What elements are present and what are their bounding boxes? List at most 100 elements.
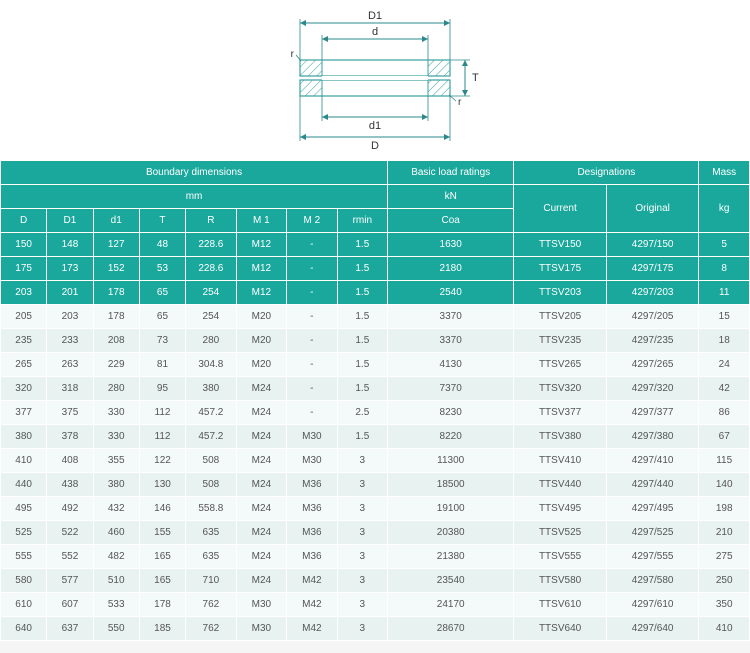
cell-D1: 318 [47,377,93,401]
cell-rmin: 1.5 [337,425,387,449]
cell-kg: 24 [699,353,750,377]
cell-orig: 4297/410 [606,449,699,473]
cell-R: 457.2 [186,425,236,449]
cell-orig: 4297/265 [606,353,699,377]
cell-kg: 250 [699,569,750,593]
cell-M1: M24 [236,521,286,545]
cell-d1: 330 [93,401,139,425]
cell-M1: M24 [236,569,286,593]
cell-D1: 233 [47,329,93,353]
bearing-spec-table: Boundary dimensions Basic load ratings D… [0,160,750,641]
cell-kg: 8 [699,257,750,281]
cell-M1: M24 [236,425,286,449]
cell-rmin: 3 [337,473,387,497]
cell-rmin: 3 [337,521,387,545]
cell-rmin: 1.5 [337,329,387,353]
cell-d1: 178 [93,281,139,305]
cell-cur: TTSV410 [514,449,607,473]
cell-rmin: 3 [337,593,387,617]
cell-coa: 4130 [388,353,514,377]
unit-kg: kg [699,185,750,233]
cell-T: 65 [139,305,185,329]
cell-R: 228.6 [186,233,236,257]
table-row: 410408355122508M24M30311300TTSV4104297/4… [1,449,750,473]
cell-d1: 355 [93,449,139,473]
cell-D: 205 [1,305,47,329]
cell-orig: 4297/320 [606,377,699,401]
dim-label-T: T [472,72,479,84]
cell-T: 185 [139,617,185,641]
cell-cur: TTSV555 [514,545,607,569]
cell-d1: 432 [93,497,139,521]
cell-R: 508 [186,449,236,473]
unit-mm: mm [1,185,388,209]
cell-rmin: 3 [337,545,387,569]
cell-R: 635 [186,521,236,545]
cell-rmin: 3 [337,449,387,473]
cell-M1: M12 [236,233,286,257]
cell-coa: 8230 [388,401,514,425]
cell-D: 525 [1,521,47,545]
cell-cur: TTSV235 [514,329,607,353]
table-row: 440438380130508M24M36318500TTSV4404297/4… [1,473,750,497]
cell-d1: 460 [93,521,139,545]
cell-M1: M30 [236,593,286,617]
cell-M1: M24 [236,401,286,425]
table-row: 20520317865254M20-1.53370TTSV2054297/205… [1,305,750,329]
header-original: Original [606,185,699,233]
cell-R: 762 [186,593,236,617]
cell-T: 112 [139,401,185,425]
cell-rmin: 1.5 [337,233,387,257]
cell-d1: 178 [93,305,139,329]
col-T: T [139,209,185,233]
cell-coa: 23540 [388,569,514,593]
cell-M2: - [287,233,337,257]
cell-cur: TTSV495 [514,497,607,521]
cell-orig: 4297/377 [606,401,699,425]
cell-d1: 127 [93,233,139,257]
cell-orig: 4297/150 [606,233,699,257]
cell-rmin: 3 [337,497,387,521]
cell-D1: 263 [47,353,93,377]
cell-coa: 1630 [388,233,514,257]
cell-M2: M36 [287,497,337,521]
header-mass: Mass [699,161,750,185]
cell-d1: 229 [93,353,139,377]
cell-M1: M12 [236,281,286,305]
cell-M2: M42 [287,569,337,593]
cell-M1: M20 [236,305,286,329]
cell-D: 150 [1,233,47,257]
cell-D: 495 [1,497,47,521]
cell-kg: 275 [699,545,750,569]
cell-R: 254 [186,281,236,305]
cell-T: 112 [139,425,185,449]
cell-D: 640 [1,617,47,641]
cell-rmin: 1.5 [337,305,387,329]
cell-rmin: 1.5 [337,257,387,281]
table-row: 555552482165635M24M36321380TTSV5554297/5… [1,545,750,569]
cell-T: 165 [139,545,185,569]
cell-M2: M30 [287,449,337,473]
cell-D1: 522 [47,521,93,545]
cell-orig: 4297/525 [606,521,699,545]
cell-cur: TTSV150 [514,233,607,257]
cell-M2: M30 [287,425,337,449]
cell-M2: M42 [287,617,337,641]
cell-d1: 280 [93,377,139,401]
cell-T: 178 [139,593,185,617]
cell-D1: 607 [47,593,93,617]
cell-d1: 510 [93,569,139,593]
cell-M2: M36 [287,545,337,569]
table-row: 26526322981304.8M20-1.54130TTSV2654297/2… [1,353,750,377]
cell-M2: - [287,329,337,353]
cell-D: 440 [1,473,47,497]
cell-d1: 533 [93,593,139,617]
cell-kg: 410 [699,617,750,641]
bearing-cross-section-svg: D1 d r r T d1 D [260,5,490,155]
cell-R: 508 [186,473,236,497]
cell-coa: 28670 [388,617,514,641]
technical-diagram: D1 d r r T d1 D [0,0,750,160]
cell-D1: 378 [47,425,93,449]
table-row: 17517315253228.6M12-1.52180TTSV1754297/1… [1,257,750,281]
cell-D1: 201 [47,281,93,305]
